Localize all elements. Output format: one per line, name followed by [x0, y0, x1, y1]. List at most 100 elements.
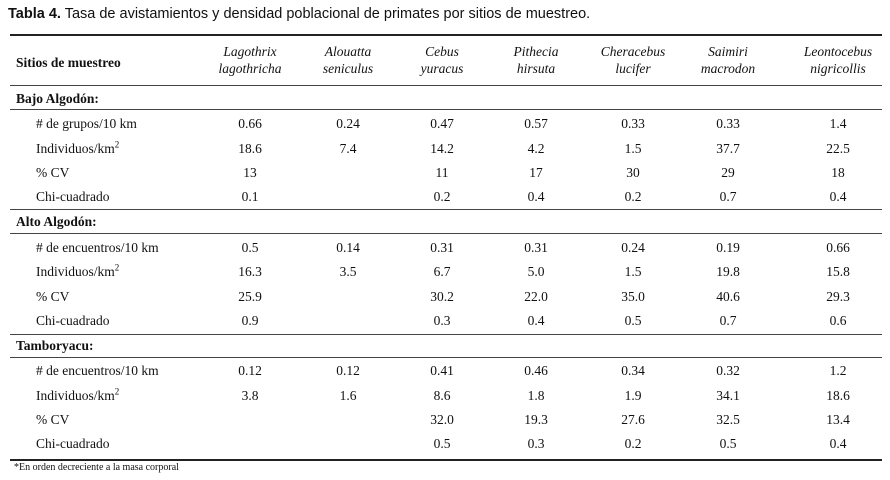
- table-cell: 0.5: [433, 436, 451, 451]
- row-label-text: # de grupos/10 km: [36, 116, 137, 131]
- section-title: Alto Algodón:: [16, 214, 97, 229]
- table-cell: 19.8: [716, 264, 740, 279]
- section-title: Tamboryacu:: [16, 338, 94, 353]
- caption-text: Tasa de avistamientos y densidad poblaci…: [60, 6, 591, 22]
- table-cell: 0.3: [527, 436, 545, 451]
- table-cell: 0.24: [621, 240, 645, 255]
- table-cell: 0.46: [524, 363, 548, 378]
- table-caption: Tabla 4. Tasa de avistamientos y densida…: [8, 6, 590, 22]
- table-cell: 29.3: [826, 289, 850, 304]
- table-cell: 0.2: [624, 436, 642, 451]
- table-cell: 27.6: [621, 412, 645, 427]
- table-cell: 22.0: [524, 289, 548, 304]
- table-cell: 0.41: [430, 363, 454, 378]
- table-cell: 30.2: [430, 289, 454, 304]
- table-cell: 1.8: [527, 388, 545, 403]
- table-cell: 5.0: [527, 264, 545, 279]
- row-label-text: # de encuentros/10 km: [36, 363, 159, 378]
- table-cell: 18.6: [238, 141, 262, 156]
- section-title: Bajo Algodón:: [16, 91, 99, 106]
- table-cell: 0.33: [716, 116, 740, 131]
- species-epithet: macrodon: [700, 61, 756, 76]
- table-cell: 0.66: [826, 240, 850, 255]
- row-label: % CV: [36, 165, 69, 181]
- row-label: % CV: [36, 412, 69, 428]
- table-cell: 0.9: [241, 313, 259, 328]
- table-cell: 22.5: [826, 141, 850, 156]
- table-cell: 0.66: [238, 116, 262, 131]
- row-label-text: % CV: [36, 165, 70, 180]
- table-cell: 0.33: [621, 116, 645, 131]
- table-cell: 0.19: [716, 240, 740, 255]
- table-cell: 0.1: [241, 189, 259, 204]
- table-cell: 16.3: [238, 264, 262, 279]
- section-rule: [10, 334, 882, 335]
- table-cell: 0.2: [433, 189, 451, 204]
- species-epithet: nigricollis: [810, 61, 866, 76]
- section-rule: [10, 209, 882, 210]
- table-cell: 0.57: [524, 116, 548, 131]
- table-cell: 3.5: [339, 264, 357, 279]
- table-cell: 0.5: [624, 313, 642, 328]
- header-rule: [10, 85, 882, 86]
- table-cell: 25.9: [238, 289, 262, 304]
- table-cell: 0.47: [430, 116, 454, 131]
- row-label: Chi-cuadrado: [36, 189, 109, 205]
- table-cell: 0.3: [433, 313, 451, 328]
- table-cell: 1.5: [624, 264, 642, 279]
- table-cell: 0.34: [621, 363, 645, 378]
- species-genus: Cheracebus: [600, 44, 666, 59]
- table-cell: 3.8: [241, 388, 259, 403]
- row-label-text: % CV: [36, 289, 70, 304]
- table-cell: 18: [831, 165, 845, 180]
- row-label: Chi-cuadrado: [36, 436, 109, 452]
- section-title-rule: [10, 109, 882, 110]
- table-cell: 13: [243, 165, 257, 180]
- row-label: Chi-cuadrado: [36, 313, 109, 329]
- row-label: Individuos/km2: [36, 263, 119, 280]
- row-label-text: Chi-cuadrado: [36, 313, 110, 328]
- table-cell: 14.2: [430, 141, 454, 156]
- species-genus: Cebus: [425, 44, 459, 59]
- table-cell: 0.24: [336, 116, 360, 131]
- caption-lead: Tabla 4.: [8, 6, 61, 22]
- species-epithet: yuracus: [420, 61, 464, 76]
- row-label-text: Chi-cuadrado: [36, 189, 110, 204]
- table-cell: 1.9: [624, 388, 642, 403]
- section-title-rule: [10, 357, 882, 358]
- table-cell: 0.32: [716, 363, 740, 378]
- table-cell: 11: [435, 165, 449, 180]
- table-cell: 32.5: [716, 412, 740, 427]
- species-genus: Lagothrix: [223, 44, 277, 59]
- table-cell: 1.2: [829, 363, 847, 378]
- table-cell: 7.4: [339, 141, 357, 156]
- row-label: # de encuentros/10 km: [36, 363, 159, 379]
- table-cell: 0.12: [336, 363, 360, 378]
- table-cell: 17: [529, 165, 543, 180]
- bottom-rule: [10, 459, 882, 461]
- table-cell: 0.12: [238, 363, 262, 378]
- table-cell: 15.8: [826, 264, 850, 279]
- species-epithet: lagothricha: [218, 61, 282, 76]
- table-cell: 29: [721, 165, 735, 180]
- table-cell: 0.7: [719, 313, 737, 328]
- table-cell: 18.6: [826, 388, 850, 403]
- table-cell: 0.31: [524, 240, 548, 255]
- row-label: Individuos/km2: [36, 387, 119, 404]
- row-label-superscript: 2: [114, 139, 120, 150]
- table-cell: 1.4: [829, 116, 847, 131]
- row-label-text: Chi-cuadrado: [36, 436, 110, 451]
- table-cell: 35.0: [621, 289, 645, 304]
- row-label-text: Individuos/km: [36, 264, 115, 279]
- table-cell: 1.6: [339, 388, 357, 403]
- species-epithet: hirsuta: [516, 61, 556, 76]
- species-genus: Alouatta: [324, 44, 372, 59]
- table-cell: 4.2: [527, 141, 545, 156]
- row-label: % CV: [36, 289, 69, 305]
- species-genus: Leontocebus: [803, 44, 873, 59]
- table-cell: 0.5: [241, 240, 259, 255]
- species-genus: Pithecia: [513, 44, 559, 59]
- top-rule: [10, 34, 882, 36]
- table-cell: 32.0: [430, 412, 454, 427]
- section-title-rule: [10, 233, 882, 234]
